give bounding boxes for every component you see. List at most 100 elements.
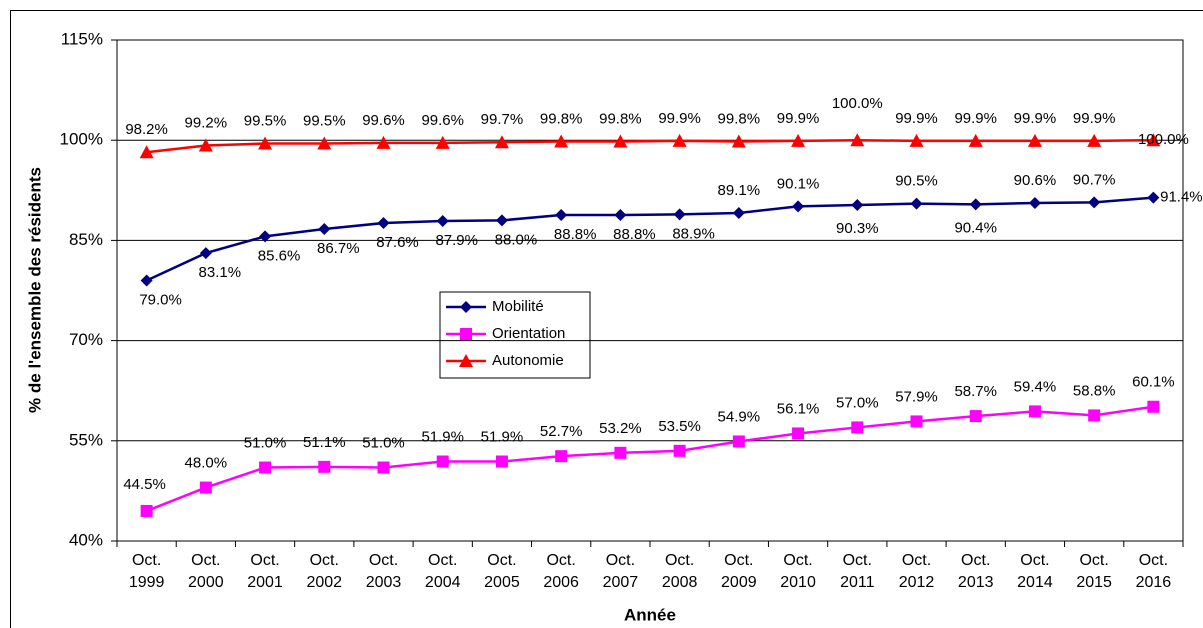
data-point	[318, 223, 331, 236]
data-label: 99.8%	[599, 111, 642, 128]
x-tick-label: Oct. 2003	[365, 552, 402, 591]
data-point	[673, 444, 686, 457]
data-label: 90.7%	[1073, 171, 1116, 188]
data-label: 88.8%	[613, 226, 656, 243]
data-point	[495, 214, 508, 227]
data-point	[1028, 196, 1041, 209]
data-point	[140, 504, 153, 517]
data-label: 99.9%	[895, 110, 938, 127]
data-point	[910, 415, 923, 428]
x-tick-label: Oct. 2009	[721, 552, 757, 591]
data-point	[555, 450, 568, 463]
data-label: 98.2%	[125, 121, 168, 138]
series-line	[146, 138, 1154, 154]
data-label: 90.1%	[777, 175, 820, 192]
data-point	[259, 230, 272, 243]
legend-marker	[460, 328, 472, 340]
data-label: 99.5%	[303, 113, 346, 130]
data-label: 99.8%	[718, 111, 761, 128]
data-point	[1087, 133, 1102, 147]
data-label: 85.6%	[258, 247, 301, 264]
data-label: 100.0%	[832, 95, 883, 112]
data-point	[1028, 405, 1041, 418]
x-tick-label: Oct. 2008	[661, 552, 698, 591]
data-label: 57.0%	[836, 394, 879, 411]
data-label: 57.9%	[895, 388, 938, 405]
data-label: 53.2%	[599, 420, 642, 437]
data-point	[436, 215, 449, 228]
data-label: 100.0%	[1138, 131, 1189, 148]
y-tick-label: 55%	[69, 430, 103, 449]
x-tick-label: Oct. 2013	[957, 552, 994, 591]
data-label: 99.9%	[954, 110, 997, 127]
data-point	[614, 209, 627, 222]
x-tick-label: Oct. 2007	[602, 552, 639, 591]
x-tick-label: Oct. 2010	[780, 552, 816, 591]
data-label: 87.9%	[435, 232, 478, 249]
data-point	[140, 274, 153, 287]
data-label: 51.9%	[421, 428, 464, 445]
data-point	[850, 133, 865, 147]
data-point	[732, 207, 745, 220]
data-point	[199, 481, 212, 494]
data-label: 90.3%	[836, 220, 879, 237]
data-point	[613, 134, 628, 148]
data-label: 99.6%	[421, 112, 464, 129]
data-label: 99.9%	[1073, 110, 1116, 127]
data-label: 99.9%	[658, 110, 701, 127]
data-point	[673, 208, 686, 221]
data-point	[792, 200, 805, 213]
data-label: 79.0%	[139, 291, 182, 308]
x-tick-label: Oct. 2001	[247, 552, 283, 591]
data-point	[732, 435, 745, 448]
x-tick-label: Oct. 2005	[484, 552, 520, 591]
data-point	[731, 134, 746, 148]
data-label: 88.8%	[554, 226, 597, 243]
y-tick-label: 85%	[69, 230, 103, 249]
data-label: 52.7%	[540, 423, 583, 440]
data-label: 51.0%	[362, 434, 405, 451]
data-point	[672, 133, 687, 147]
data-label: 51.0%	[244, 434, 287, 451]
data-label: 53.5%	[658, 418, 701, 435]
data-label: 90.6%	[1014, 172, 1057, 189]
data-point	[377, 217, 390, 230]
x-tick-label: Oct. 2012	[898, 552, 935, 591]
data-point	[968, 133, 983, 147]
data-point	[494, 135, 509, 149]
x-tick-label: Oct. 2014	[1017, 552, 1053, 591]
data-point	[376, 135, 391, 149]
data-point	[259, 461, 272, 474]
data-label: 90.5%	[895, 173, 938, 190]
data-label: 99.9%	[1014, 110, 1057, 127]
data-label: 51.9%	[481, 428, 524, 445]
y-tick-label: 115%	[61, 29, 103, 48]
data-point	[969, 198, 982, 211]
data-label: 88.9%	[672, 225, 715, 242]
x-tick-label: Oct. 2000	[188, 552, 224, 591]
data-label: 56.1%	[777, 400, 820, 417]
data-point	[377, 461, 390, 474]
data-label: 91.4%	[1160, 189, 1203, 206]
chart-border	[10, 10, 1203, 628]
data-label: 89.1%	[718, 182, 761, 199]
data-label: 59.4%	[1014, 378, 1057, 395]
data-label: 83.1%	[199, 264, 242, 281]
data-point	[1088, 196, 1101, 209]
data-point	[792, 427, 805, 440]
legend-marker	[460, 301, 472, 313]
data-point	[139, 145, 154, 159]
data-label: 88.0%	[495, 231, 538, 248]
data-label: 90.4%	[954, 219, 997, 236]
data-point	[436, 455, 449, 468]
y-tick-label: 70%	[69, 330, 103, 349]
data-label: 99.5%	[244, 113, 287, 130]
data-point	[909, 133, 924, 147]
series-line	[146, 196, 1154, 282]
x-tick-label: Oct. 2002	[306, 552, 343, 591]
data-label: 99.8%	[540, 111, 583, 128]
data-point	[1147, 400, 1160, 413]
data-point	[1027, 133, 1042, 147]
